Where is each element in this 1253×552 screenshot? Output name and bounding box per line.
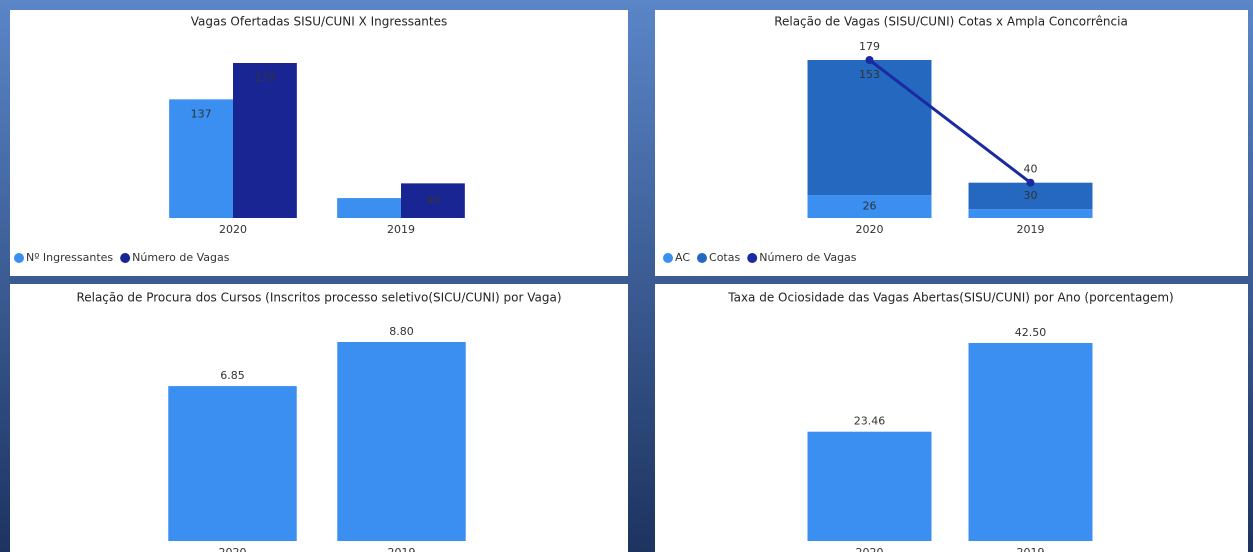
legend-dot bbox=[14, 253, 24, 263]
bar-segment bbox=[968, 209, 1093, 218]
chart-title: Relação de Vagas (SISU/CUNI) Cotas x Amp… bbox=[774, 15, 1128, 29]
bar bbox=[169, 99, 233, 218]
x-tick-label: 2019 bbox=[387, 223, 415, 236]
legend-dot bbox=[747, 253, 758, 263]
bar bbox=[807, 431, 932, 541]
data-label: 153 bbox=[859, 68, 880, 81]
bar bbox=[168, 386, 297, 541]
x-tick-label: 2019 bbox=[1017, 546, 1045, 552]
legend-label: AC bbox=[675, 251, 690, 264]
x-tick-label: 2019 bbox=[1017, 223, 1045, 236]
x-tick-label: 2019 bbox=[388, 546, 416, 552]
data-label: 40 bbox=[426, 194, 440, 207]
data-label: 179 bbox=[859, 40, 880, 53]
panel bbox=[10, 284, 628, 552]
x-tick-label: 2020 bbox=[856, 223, 884, 236]
line bbox=[868, 58, 1032, 184]
data-label: 26 bbox=[863, 200, 877, 213]
panel bbox=[10, 10, 628, 276]
data-label: 179 bbox=[254, 71, 275, 84]
legend-dot bbox=[697, 253, 708, 263]
chart-title: Relação de Procura dos Cursos (Inscritos… bbox=[76, 291, 561, 305]
panel bbox=[655, 10, 1248, 276]
data-label: 8.80 bbox=[389, 325, 414, 338]
data-label: 40 bbox=[1024, 163, 1038, 176]
legend-label: Número de Vagas bbox=[759, 251, 857, 264]
bar bbox=[337, 198, 401, 218]
legend-label: Cotas bbox=[709, 251, 740, 264]
legend-dot bbox=[120, 253, 131, 263]
chart-title: Vagas Ofertadas SISU/CUNI X Ingressantes bbox=[191, 15, 448, 29]
line-point bbox=[1026, 178, 1035, 187]
data-label: 23.46 bbox=[854, 415, 886, 428]
line-point bbox=[865, 56, 874, 64]
bar bbox=[401, 183, 465, 218]
bar bbox=[968, 343, 1093, 541]
data-label: 30 bbox=[1024, 189, 1038, 202]
x-tick-label: 2020 bbox=[856, 546, 884, 552]
bar-segment bbox=[807, 60, 932, 196]
bar bbox=[233, 63, 297, 218]
panel bbox=[655, 284, 1248, 552]
data-label: 42.50 bbox=[1015, 326, 1047, 339]
chart-title: Taxa de Ociosidade das Vagas Abertas(SIS… bbox=[727, 291, 1174, 305]
legend-label: Número de Vagas bbox=[132, 251, 230, 264]
x-tick-label: 2020 bbox=[219, 546, 247, 552]
data-label: 6.85 bbox=[220, 369, 245, 382]
legend-label: Nº Ingressantes bbox=[26, 251, 113, 264]
bar-segment bbox=[968, 182, 1093, 210]
legend-dot bbox=[663, 253, 673, 263]
bar-segment bbox=[807, 195, 932, 218]
x-tick-label: 2020 bbox=[219, 223, 247, 236]
bar bbox=[337, 342, 466, 541]
data-label: 137 bbox=[191, 107, 212, 120]
